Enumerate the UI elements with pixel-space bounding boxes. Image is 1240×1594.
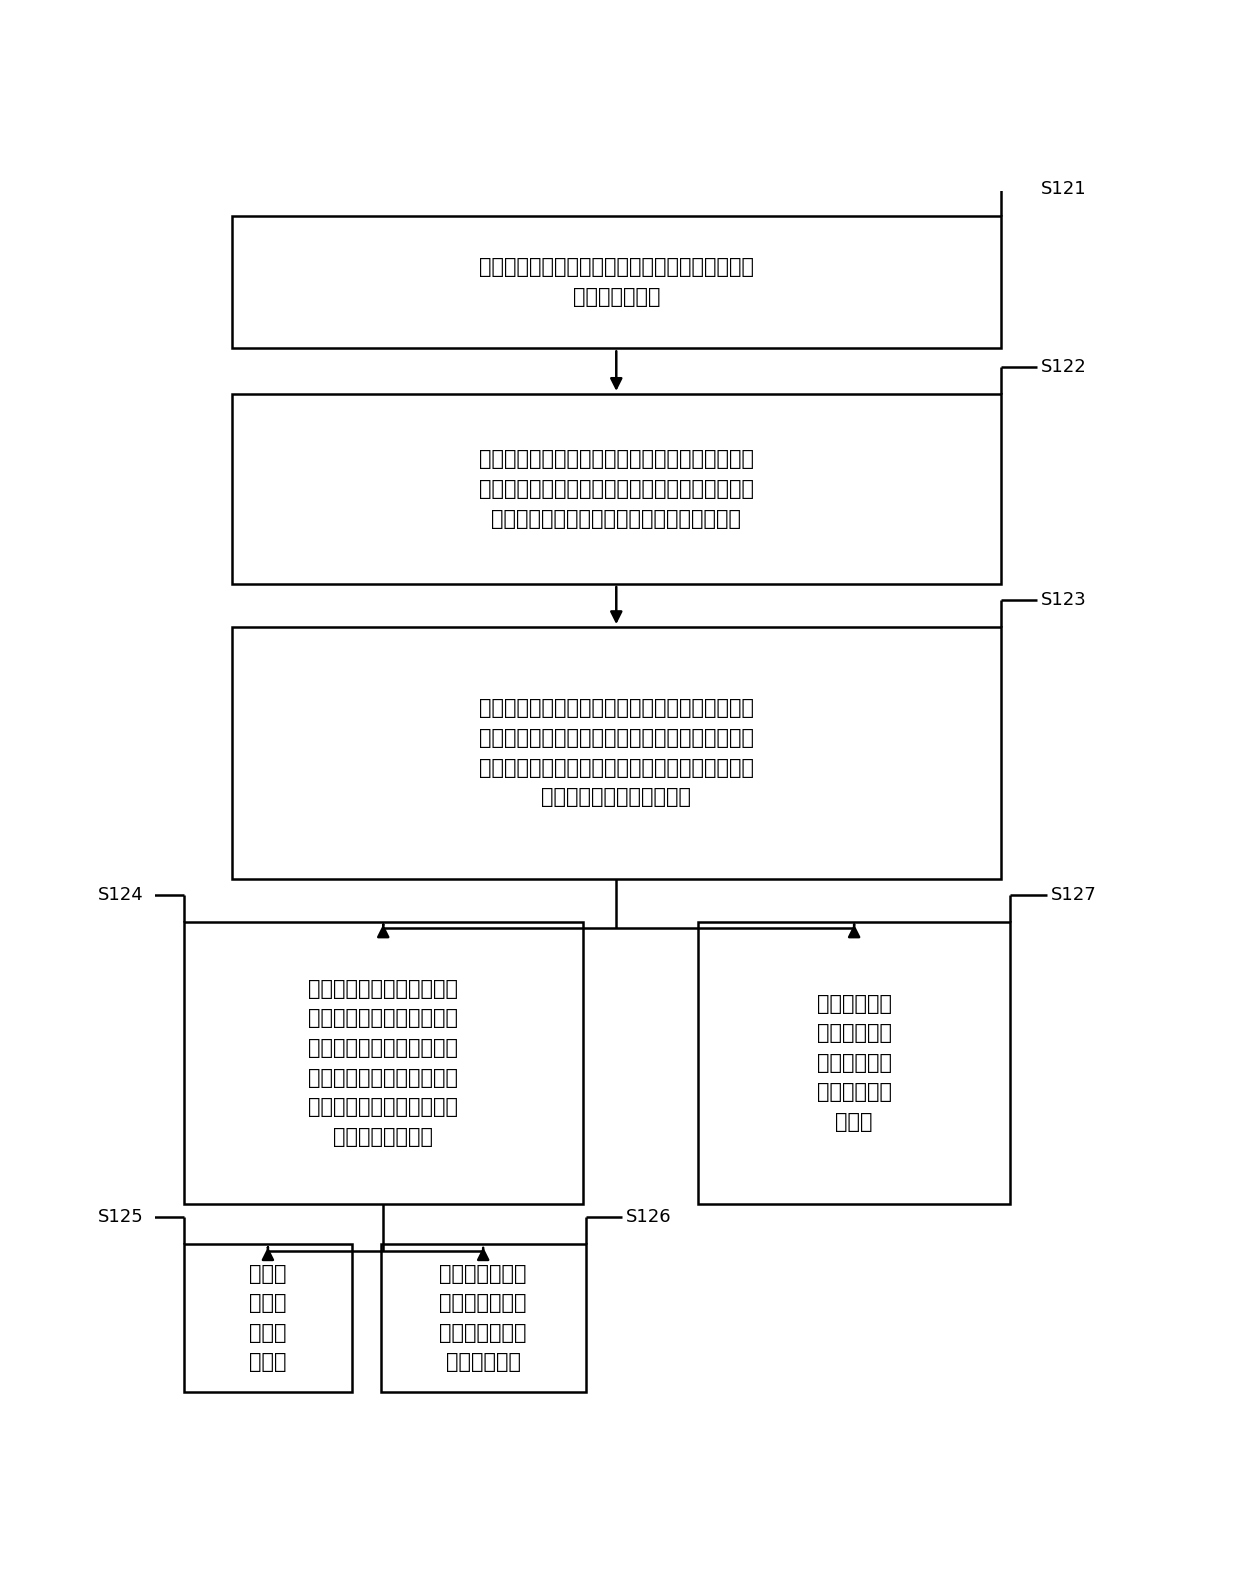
Bar bbox=[698, 921, 1011, 1203]
Text: S121: S121 bbox=[1042, 180, 1086, 198]
Text: 对多个像素区进行像素区筛选，包括筛选得到第一
类像素区，第一类像素区包括至少一组超额落差像
素组，还包括筛选得到第二类像素区，其中第二类
像素区不含超额落差像素: 对多个像素区进行像素区筛选，包括筛选得到第一 类像素区，第一类像素区包括至少一组… bbox=[479, 698, 754, 807]
Text: 将圆弧边缘区域分为多个像素区，每个像素区包括
多行及多列像素: 将圆弧边缘区域分为多个像素区，每个像素区包括 多行及多列像素 bbox=[479, 257, 754, 308]
Bar bbox=[232, 215, 1001, 349]
Text: S125: S125 bbox=[98, 1208, 144, 1226]
Bar bbox=[381, 1245, 585, 1392]
Text: S123: S123 bbox=[1042, 591, 1086, 609]
Bar bbox=[232, 626, 1001, 878]
Bar bbox=[184, 921, 583, 1203]
Bar bbox=[184, 1245, 352, 1392]
Text: 对第一类像素区的像素进行
像素筛选，将每个落差像素
组中的像素分为第一类像素
和第二类像素，其中每个落
差像素组中第二类像素的数
量小于等于预设值: 对第一类像素区的像素进行 像素筛选，将每个落差像素 组中的像素分为第一类像素 和… bbox=[309, 979, 459, 1146]
Text: S126: S126 bbox=[626, 1208, 672, 1226]
Text: S127: S127 bbox=[1050, 886, 1096, 904]
Text: 将第二类像素
区中落差像素
组的像素配置
为灰阶渐变显
示模式: 将第二类像素 区中落差像素 组的像素配置 为灰阶渐变显 示模式 bbox=[817, 993, 892, 1132]
Text: 将第二类像素配
置为实际显示像
素并配置为灰阶
渐变显示模式: 将第二类像素配 置为实际显示像 素并配置为灰阶 渐变显示模式 bbox=[439, 1264, 527, 1372]
Text: S124: S124 bbox=[98, 886, 144, 904]
Text: S122: S122 bbox=[1042, 357, 1086, 376]
Text: 将第一
类像素
配置为
不显示: 将第一 类像素 配置为 不显示 bbox=[249, 1264, 286, 1372]
Bar bbox=[232, 394, 1001, 583]
Text: 获取每个像素区中每行或每列像素的落差像素组，
每组落差像素组包括对应行或对应列像素相对相邻
行或相邻列的实际显示像素所超出部分的像素: 获取每个像素区中每行或每列像素的落差像素组， 每组落差像素组包括对应行或对应列像… bbox=[479, 450, 754, 529]
